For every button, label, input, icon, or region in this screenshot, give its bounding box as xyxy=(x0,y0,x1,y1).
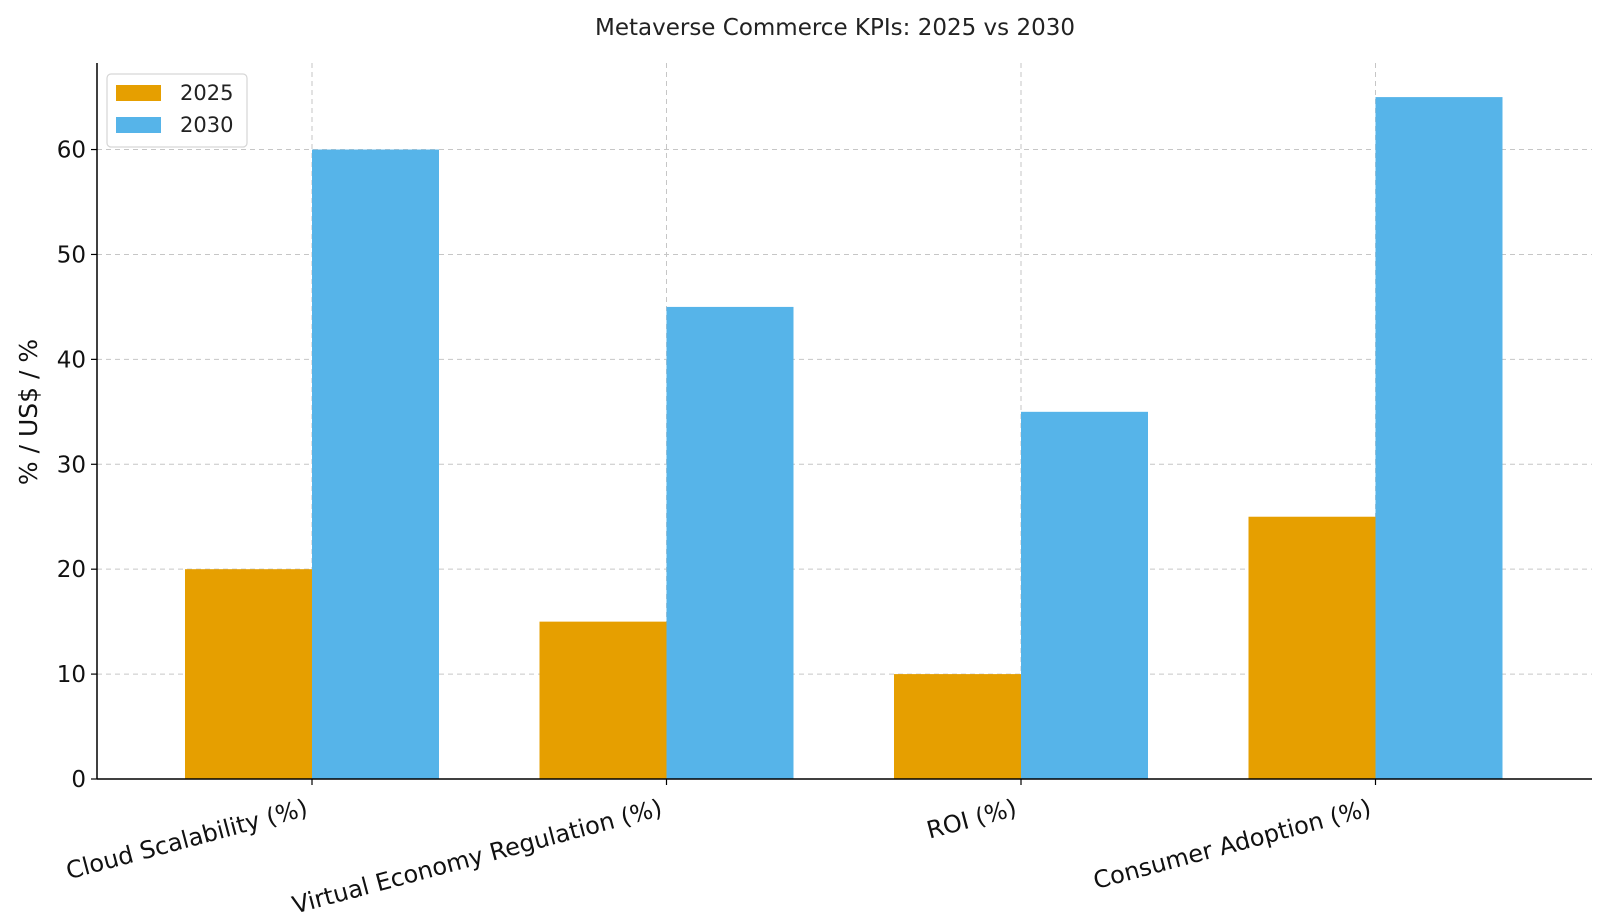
legend-swatch-2030 xyxy=(116,117,161,133)
legend-label-2025: 2025 xyxy=(180,81,233,105)
bar-2030-3 xyxy=(1375,97,1503,780)
bar-2025-1 xyxy=(539,621,667,779)
legend-label-2030: 2030 xyxy=(180,113,233,137)
legend: 2025 2030 xyxy=(106,73,248,148)
bar-2030-0 xyxy=(312,149,439,780)
y-tick-label: 30 xyxy=(57,452,86,478)
axes xyxy=(91,63,1592,785)
y-axis-label: % / US$ / % xyxy=(14,339,43,485)
y-tick-label: 40 xyxy=(57,347,86,373)
y-tick-label: 0 xyxy=(71,767,86,793)
y-tick-label: 20 xyxy=(57,557,86,583)
y-tick-label: 50 xyxy=(57,242,86,268)
bar-2025-2 xyxy=(894,674,1021,779)
y-tick-label: 10 xyxy=(57,662,86,688)
chart-title: Metaverse Commerce KPIs: 2025 vs 2030 xyxy=(595,15,1075,41)
bar-2025-3 xyxy=(1248,516,1376,779)
legend-swatch-2025 xyxy=(116,85,161,101)
bar-2030-2 xyxy=(1021,411,1148,779)
bar-2030-1 xyxy=(666,306,794,779)
bar-2025-0 xyxy=(185,569,312,779)
y-tick-label: 60 xyxy=(57,138,86,164)
bars xyxy=(185,97,1503,780)
